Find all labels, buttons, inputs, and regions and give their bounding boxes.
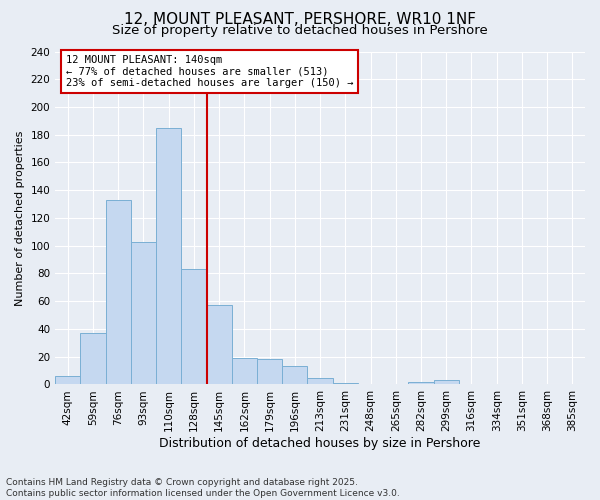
Bar (55, 376, 80, 384)
Text: 12 MOUNT PLEASANT: 140sqm
← 77% of detached houses are smaller (513)
23% of semi: 12 MOUNT PLEASANT: 140sqm ← 77% of detac… (66, 55, 353, 88)
Bar (106, 200, 131, 384)
Bar (131, 242, 156, 384)
Text: 12, MOUNT PLEASANT, PERSHORE, WR10 1NF: 12, MOUNT PLEASANT, PERSHORE, WR10 1NF (124, 12, 476, 28)
Bar (409, 382, 434, 384)
Text: Size of property relative to detached houses in Pershore: Size of property relative to detached ho… (112, 24, 488, 37)
Bar (332, 383, 358, 384)
Bar (282, 366, 307, 384)
Bar (156, 128, 181, 384)
Bar (206, 306, 232, 384)
Bar (232, 358, 257, 384)
Bar (257, 360, 282, 384)
Y-axis label: Number of detached properties: Number of detached properties (15, 130, 25, 306)
Bar (181, 270, 206, 384)
Bar (80, 333, 106, 384)
Text: Contains HM Land Registry data © Crown copyright and database right 2025.
Contai: Contains HM Land Registry data © Crown c… (6, 478, 400, 498)
Bar (434, 380, 459, 384)
Bar (307, 378, 332, 384)
X-axis label: Distribution of detached houses by size in Pershore: Distribution of detached houses by size … (160, 437, 481, 450)
